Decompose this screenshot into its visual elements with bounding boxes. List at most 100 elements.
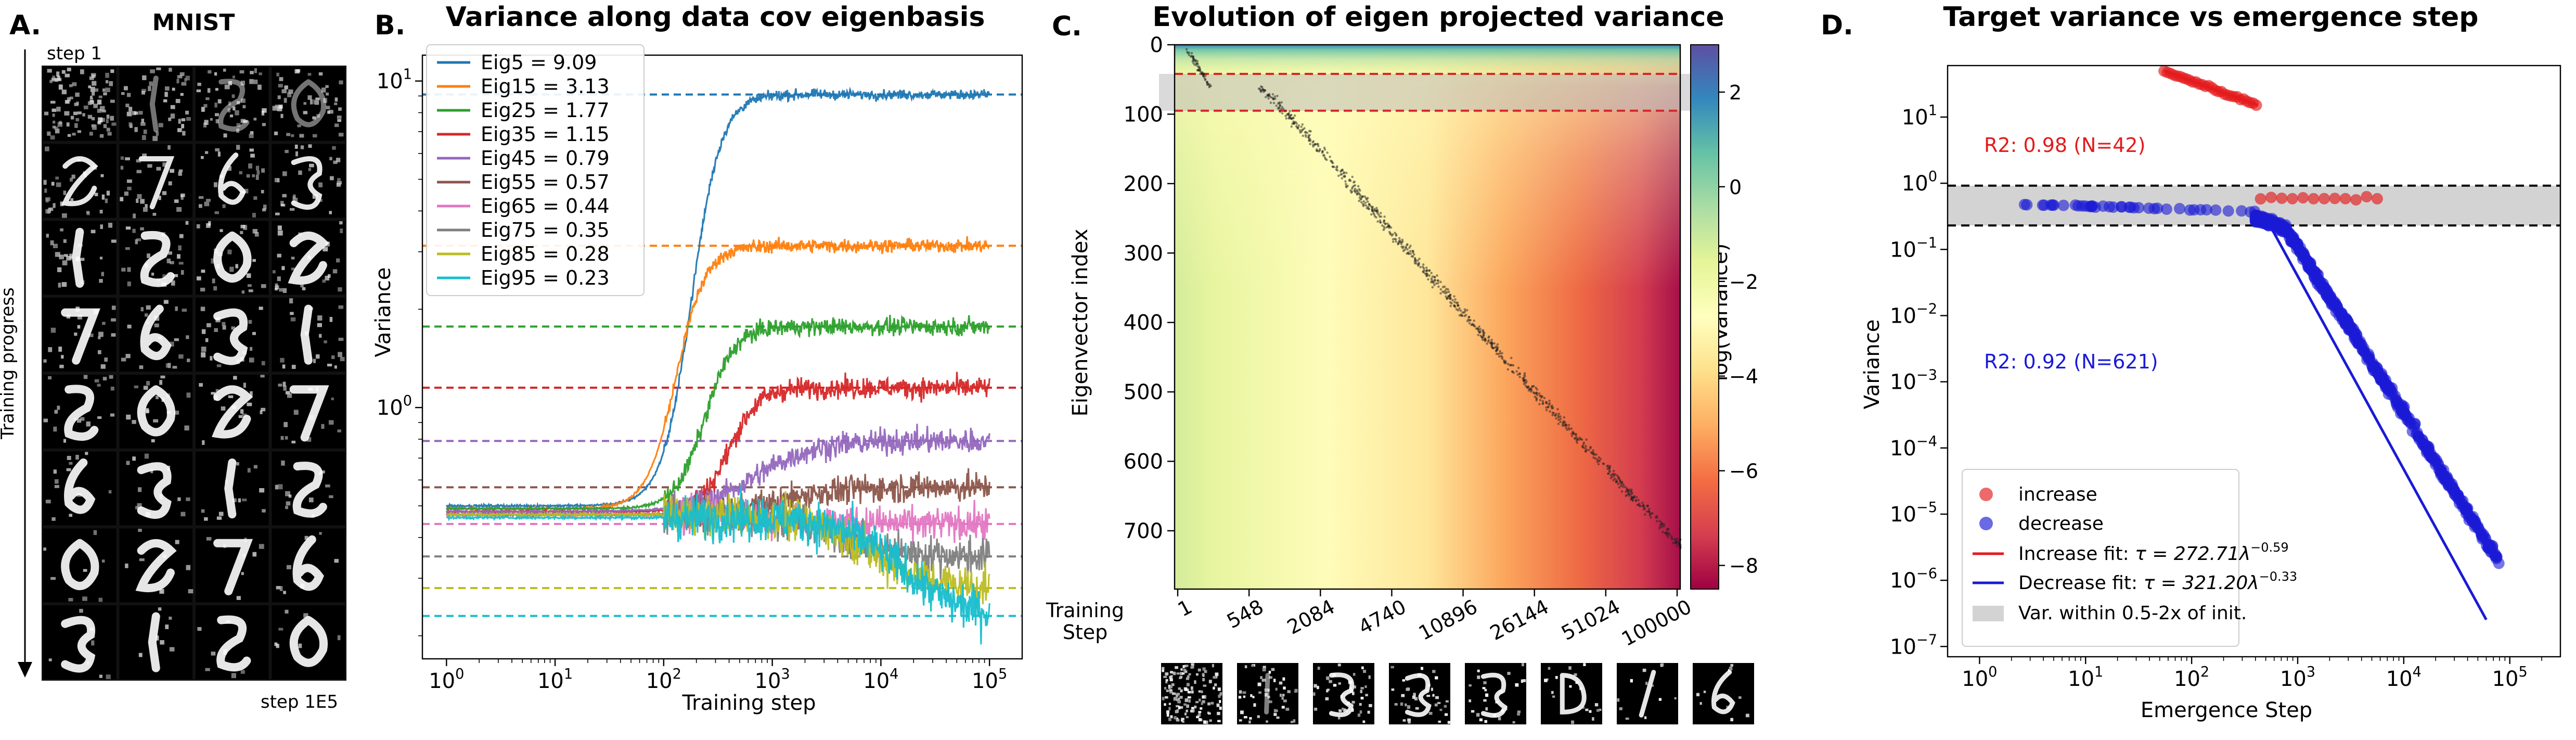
tick-label: 101 — [1902, 103, 1937, 130]
emergence-dot — [1567, 424, 1570, 427]
noise-dot — [57, 267, 62, 272]
emergence-dot — [1383, 219, 1386, 222]
noise-dot — [109, 81, 113, 86]
thumbnail-noise — [1217, 687, 1221, 691]
digit-stroke — [64, 458, 96, 514]
emergence-dot — [1297, 124, 1300, 127]
thumbnail-noise — [1184, 698, 1189, 703]
emergence-dot — [1584, 447, 1587, 450]
thumbnail-noise — [1216, 703, 1220, 707]
emergence-dot — [1524, 385, 1527, 387]
emergence-dot — [1545, 409, 1548, 412]
plot-frame — [1174, 44, 1681, 590]
tick-exp: 2 — [2200, 664, 2209, 680]
noise-dot — [277, 230, 283, 236]
digit-stroke — [137, 462, 172, 519]
thumbnail — [1541, 663, 1602, 724]
emergence-dot — [1531, 385, 1534, 388]
noise-dot — [49, 80, 53, 83]
emergence-dot — [1195, 62, 1198, 65]
thumbnail — [1389, 663, 1451, 724]
emergence-dot — [1356, 193, 1359, 196]
noise-dot — [336, 258, 340, 263]
noise-dot — [308, 144, 312, 148]
emergence-dot — [1367, 206, 1370, 209]
decrease-point — [2290, 237, 2302, 249]
emergence-dot — [1496, 346, 1499, 349]
noise-dot — [321, 87, 326, 93]
emergence-dot — [1194, 60, 1196, 62]
emergence-dot — [1418, 258, 1421, 260]
noise-dot — [60, 228, 63, 232]
emergence-dot — [1559, 415, 1562, 418]
thumbnail-noise — [1469, 684, 1472, 687]
thumbnail-noise — [1281, 706, 1285, 709]
emergence-dot — [1293, 122, 1295, 125]
noise-dot — [315, 354, 320, 359]
noise-dot — [274, 178, 279, 183]
tick-base: 10 — [1902, 106, 1928, 130]
noise-dot — [126, 93, 131, 97]
noise-dot — [165, 363, 169, 368]
noise-dot — [164, 86, 170, 91]
emergence-dot — [1575, 433, 1577, 436]
noise-dot — [135, 239, 138, 245]
tick-exp: −6 — [1916, 566, 1937, 582]
mnist-cell — [119, 221, 192, 295]
noise-dot — [329, 157, 332, 161]
digit-stroke — [216, 615, 251, 672]
noise-dot — [281, 89, 287, 94]
emergence-dot — [1431, 275, 1434, 278]
thumbnail-noise — [1196, 673, 1199, 676]
emergence-dot — [1300, 125, 1303, 128]
emergence-dot — [1585, 450, 1587, 453]
thumbnail-noise — [1186, 709, 1188, 712]
noise-dot — [212, 278, 215, 284]
noise-dot — [276, 644, 279, 648]
digit-stroke — [291, 156, 323, 210]
emergence-dot — [1410, 255, 1413, 258]
noise-dot — [340, 228, 343, 234]
thumbnail-noise — [1253, 703, 1256, 707]
thumbnail-noise — [1195, 701, 1199, 704]
emergence-dot — [1474, 325, 1476, 328]
noise-dot — [143, 207, 148, 212]
series-line — [445, 86, 990, 509]
emergence-dot — [1190, 52, 1193, 55]
noise-dot — [65, 100, 70, 104]
noise-dot — [227, 166, 231, 171]
noise-dot — [136, 198, 139, 203]
emergence-dot — [1642, 505, 1645, 508]
thumbnail-noise — [1191, 663, 1194, 666]
y-tick-label: 500 — [1124, 380, 1163, 404]
noise-dot — [158, 196, 161, 200]
noise-dot — [59, 121, 62, 124]
emergence-dot — [1259, 90, 1262, 92]
tick-exp: 1 — [403, 67, 412, 83]
emergence-dot — [1289, 110, 1291, 113]
thumbnail-noise — [1238, 696, 1242, 699]
noise-dot — [111, 333, 116, 337]
tick-exp: 4 — [2413, 664, 2422, 680]
emergence-dot — [1362, 195, 1364, 198]
noise-dot — [154, 323, 159, 327]
legend-label: Eig85 = 0.28 — [481, 243, 610, 265]
legend-increase-label: increase — [2018, 484, 2097, 505]
emergence-dot — [1673, 539, 1677, 542]
thumbnail-noise — [1187, 675, 1190, 679]
increase-point — [2350, 194, 2362, 206]
noise-dot — [338, 107, 342, 111]
noise-dot — [53, 120, 56, 124]
noise-dot — [303, 111, 307, 114]
noise-dot — [279, 288, 284, 292]
noise-dot — [100, 364, 106, 369]
legend-label: Eig5 = 9.09 — [481, 51, 597, 74]
noise-dot — [99, 674, 102, 678]
thumbnail-noise — [1162, 669, 1165, 672]
emergence-dot — [1350, 187, 1354, 190]
emergence-dot — [1595, 453, 1598, 456]
noise-dot — [107, 132, 112, 136]
x-tick-label: 100000 — [1618, 595, 1695, 650]
noise-dot — [91, 74, 96, 78]
noise-dot — [135, 506, 139, 509]
